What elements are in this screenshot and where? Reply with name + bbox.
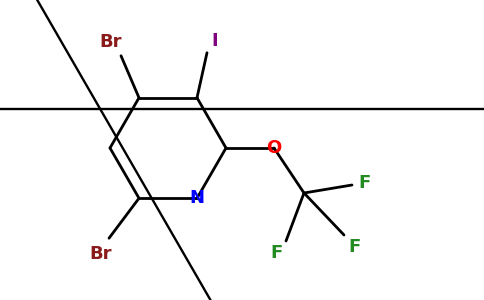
Text: Br: Br	[100, 33, 122, 51]
Text: F: F	[348, 238, 360, 256]
Text: O: O	[266, 139, 282, 157]
Text: N: N	[190, 189, 205, 207]
Text: Br: Br	[90, 245, 112, 263]
Text: F: F	[358, 174, 370, 192]
Text: I: I	[212, 32, 218, 50]
Text: F: F	[270, 244, 282, 262]
